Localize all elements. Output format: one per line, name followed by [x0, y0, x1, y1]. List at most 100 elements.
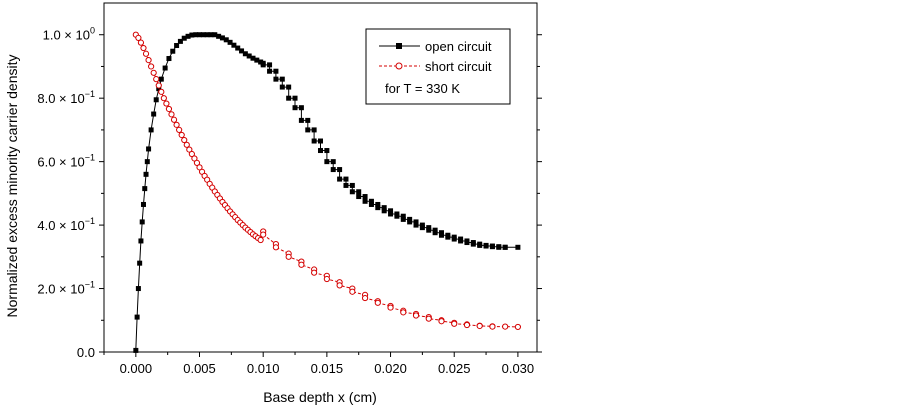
data-point-open-circuit	[489, 244, 495, 250]
data-point-short-circuit	[257, 236, 264, 244]
data-point-short-circuit	[191, 155, 198, 162]
data-point-short-circuit	[349, 288, 356, 295]
data-point-short-circuit	[178, 131, 185, 139]
data-point-open-circuit	[337, 167, 343, 173]
data-point-open-circuit	[286, 84, 292, 90]
data-point-short-circuit	[272, 244, 280, 251]
x-tick-label: 0.015	[311, 361, 344, 376]
data-point-open-circuit	[246, 53, 252, 59]
data-point-open-circuit	[292, 105, 298, 111]
data-point-open-circuit	[267, 68, 273, 74]
data-point-open-circuit	[142, 186, 148, 192]
data-point-open-circuit	[330, 159, 336, 165]
x-tick-label: 0.020	[374, 361, 407, 376]
data-point-short-circuit	[412, 312, 420, 319]
data-point-open-circuit	[413, 222, 419, 228]
data-point-open-circuit	[223, 37, 229, 43]
data-point-short-circuit	[137, 39, 145, 46]
data-point-open-circuit	[185, 33, 191, 39]
data-point-open-circuit	[375, 201, 381, 207]
data-point-open-circuit	[388, 208, 394, 214]
data-point-open-circuit	[170, 48, 176, 54]
data-point-open-circuit	[239, 48, 245, 54]
y-axis-title: Normalized excess minority carrier densi…	[4, 55, 20, 318]
data-point-open-circuit	[349, 189, 355, 195]
data-point-short-circuit	[150, 69, 157, 76]
data-point-open-circuit	[394, 213, 400, 219]
data-point-open-circuit	[156, 86, 162, 92]
data-point-short-circuit	[463, 321, 471, 329]
data-point-open-circuit	[426, 227, 432, 233]
data-point-open-circuit	[324, 159, 330, 165]
data-point-open-circuit	[135, 286, 141, 292]
data-point-open-circuit	[368, 201, 374, 207]
data-point-open-circuit	[305, 117, 311, 123]
data-point-short-circuit	[336, 282, 343, 289]
data-point-short-circuit	[140, 44, 147, 52]
data-point-short-circuit	[173, 121, 180, 128]
data-point-open-circuit	[419, 222, 425, 228]
data-point-open-circuit	[181, 35, 187, 41]
data-point-short-circuit	[438, 318, 445, 325]
x-tick-label: 0.030	[502, 361, 535, 376]
data-point-short-circuit	[476, 322, 483, 330]
x-tick-label: 0.005	[183, 361, 216, 376]
data-point-open-circuit	[337, 176, 343, 182]
data-point-open-circuit	[189, 32, 195, 38]
data-point-open-circuit	[381, 208, 387, 214]
data-point-open-circuit	[400, 213, 406, 219]
data-point-open-circuit	[177, 38, 183, 44]
data-point-open-circuit	[464, 240, 470, 246]
data-point-open-circuit	[381, 205, 387, 211]
data-point-open-circuit	[368, 198, 374, 204]
y-tick-label: 0.0	[77, 345, 95, 360]
legend-marker-short-circuit	[395, 62, 403, 70]
data-point-open-circuit	[318, 138, 323, 144]
data-point-short-circuit	[514, 323, 521, 331]
data-point-short-circuit	[155, 82, 162, 89]
data-point-short-circuit	[181, 136, 188, 144]
data-point-open-circuit	[483, 243, 489, 249]
data-point-open-circuit	[235, 45, 241, 51]
data-point-open-circuit	[219, 35, 225, 41]
data-point-open-circuit	[438, 230, 444, 236]
data-point-open-circuit	[279, 84, 285, 90]
data-point-open-circuit	[242, 51, 248, 57]
data-point-open-circuit	[407, 216, 413, 222]
data-point-open-circuit	[445, 234, 451, 240]
data-point-open-circuit	[515, 244, 521, 250]
data-point-open-circuit	[174, 43, 180, 49]
data-point-open-circuit	[432, 227, 438, 233]
data-point-short-circuit	[451, 320, 458, 327]
data-point-short-circuit	[148, 63, 155, 70]
data-point-short-circuit	[285, 253, 292, 260]
data-point-open-circuit	[458, 238, 464, 244]
data-point-open-circuit	[250, 55, 256, 61]
data-point-short-circuit	[188, 150, 195, 158]
data-point-open-circuit	[216, 33, 222, 39]
y-tick-label: 8.0 × 10−1	[37, 89, 95, 106]
y-tick-label: 4.0 × 10−1	[37, 216, 95, 233]
x-axis-title: Base depth x (cm)	[263, 389, 377, 405]
data-point-short-circuit	[425, 315, 432, 322]
data-point-open-circuit	[137, 260, 143, 266]
y-tick-label: 1.0 × 100	[43, 26, 95, 43]
data-point-open-circuit	[502, 244, 508, 250]
data-point-open-circuit	[496, 244, 502, 250]
data-point-open-circuit	[258, 59, 264, 65]
data-point-short-circuit	[163, 100, 170, 107]
data-point-short-circuit	[361, 294, 369, 302]
data-point-short-circuit	[387, 304, 394, 311]
data-point-open-circuit	[388, 211, 394, 217]
data-point-open-circuit	[400, 216, 406, 222]
data-point-open-circuit	[208, 32, 214, 38]
data-point-open-circuit	[197, 32, 203, 38]
x-tick-label: 0.000	[120, 361, 153, 376]
data-point-short-circuit	[311, 269, 318, 276]
data-point-open-circuit	[311, 127, 317, 133]
data-point-open-circuit	[375, 205, 381, 211]
data-point-open-circuit	[162, 65, 168, 71]
data-point-open-circuit	[144, 159, 150, 165]
data-point-short-circuit	[145, 57, 152, 64]
data-point-open-circuit	[231, 42, 237, 48]
